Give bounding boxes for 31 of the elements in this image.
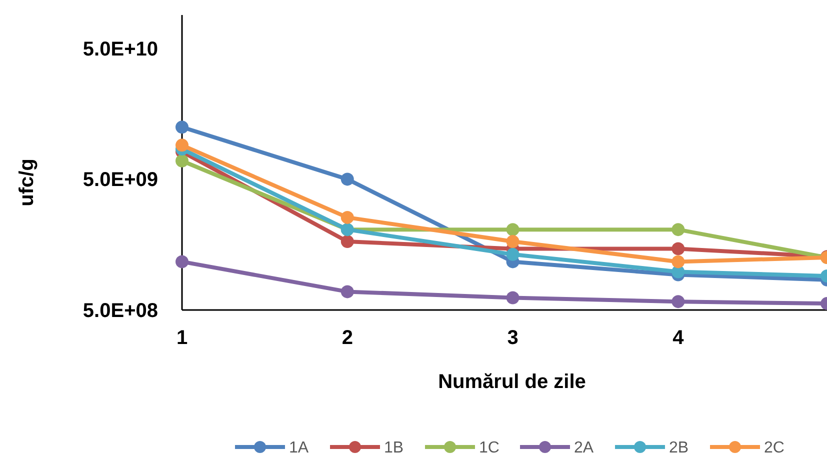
point <box>506 291 520 304</box>
point <box>672 223 685 236</box>
legend-label: 1A <box>289 440 309 457</box>
x-tick-label: 3 <box>507 327 518 349</box>
point <box>340 234 354 248</box>
point <box>340 285 354 298</box>
y-axis-title: ufc/g <box>16 158 38 206</box>
point <box>672 255 685 268</box>
y-tick-label: 5.0E+09 <box>82 169 158 192</box>
point <box>506 234 520 248</box>
point <box>176 138 188 152</box>
x-tick-label: 1 <box>176 327 188 349</box>
legend-label: 2A <box>574 440 594 457</box>
legend-label: 2B <box>669 440 689 457</box>
legend-label: 2C <box>764 440 784 457</box>
point <box>176 154 188 168</box>
point <box>672 295 685 308</box>
legend-label: 1C <box>479 440 500 457</box>
point <box>340 172 354 186</box>
point <box>506 223 520 236</box>
point <box>340 210 354 224</box>
point <box>176 255 188 268</box>
x-tick-label: 4 <box>672 327 685 349</box>
point <box>506 248 520 261</box>
y-tick-label: 5.0E+08 <box>82 300 158 322</box>
point <box>672 242 685 256</box>
x-tick-label: 2 <box>342 327 353 349</box>
point <box>176 120 188 134</box>
x-axis-title: Numărul de zile <box>438 371 586 393</box>
legend-label: 1B <box>384 440 404 457</box>
y-tick-label: 5.0E+10 <box>82 38 158 60</box>
